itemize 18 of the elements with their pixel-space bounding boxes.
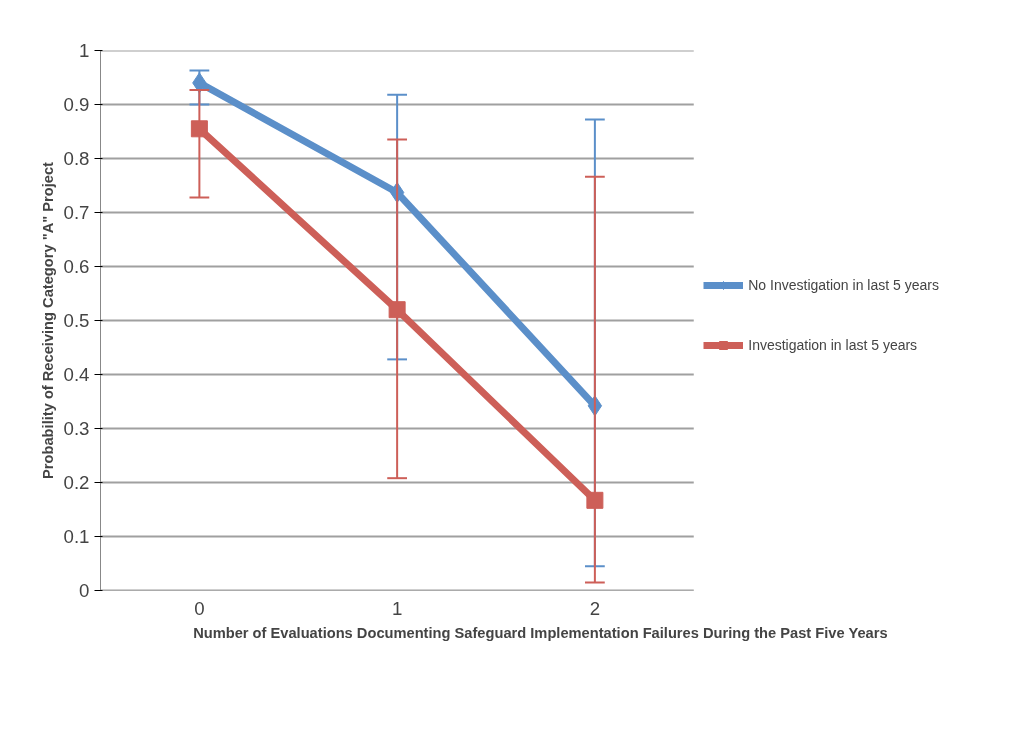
y-tick-label: 0.5	[63, 310, 90, 331]
x-axis-title: Number of Evaluations Documenting Safeguard Implementation Failures During the Past Five Years	[193, 624, 888, 641]
y-tick-label: 0.2	[63, 472, 90, 493]
y-tick-label: 0.8	[63, 148, 90, 169]
y-tick-label: 0.3	[63, 418, 90, 439]
y-tick-label: 1	[79, 40, 90, 61]
y-tick-label: 0.1	[63, 526, 90, 547]
y-tick-label: 0.6	[63, 256, 90, 277]
x-tick-label: 0	[194, 597, 205, 619]
x-tick-label: 2	[589, 597, 601, 619]
legend-label: Investigation in last 5 years	[748, 336, 918, 355]
x-tick-label: 1	[391, 597, 403, 619]
y-tick-label: 0.4	[63, 364, 90, 385]
y-tick-label: 0.9	[63, 94, 90, 115]
y-axis-title: Probability of Receiving Category "A" Project	[39, 161, 56, 479]
y-tick-label: 0.7	[63, 202, 90, 223]
legend-label: No Investigation in last 5 years	[748, 276, 939, 295]
y-tick-label: 0	[79, 580, 90, 601]
